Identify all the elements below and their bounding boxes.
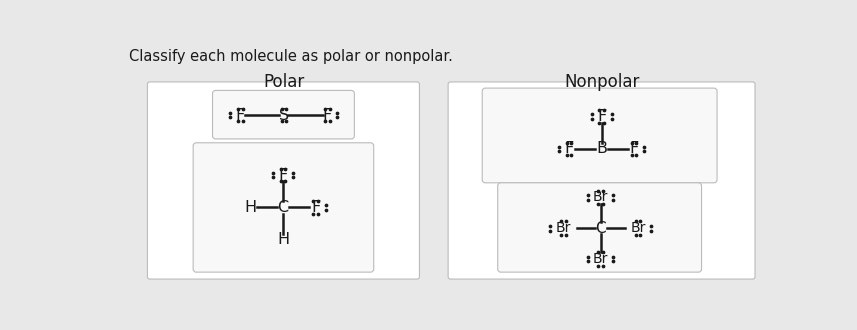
FancyBboxPatch shape <box>213 90 354 139</box>
Text: S: S <box>279 108 289 122</box>
Text: Br: Br <box>630 221 645 235</box>
FancyBboxPatch shape <box>482 88 717 183</box>
Text: B: B <box>596 142 607 156</box>
Text: F: F <box>236 108 245 122</box>
Text: Nonpolar: Nonpolar <box>564 74 639 91</box>
FancyBboxPatch shape <box>498 183 702 272</box>
Text: H: H <box>244 200 256 215</box>
Text: Classify each molecule as polar or nonpolar.: Classify each molecule as polar or nonpo… <box>129 49 452 64</box>
Text: C: C <box>278 200 289 215</box>
Text: H: H <box>277 232 289 247</box>
Text: F: F <box>565 142 573 156</box>
Text: Br: Br <box>593 252 608 266</box>
FancyBboxPatch shape <box>193 143 374 272</box>
FancyBboxPatch shape <box>147 82 419 279</box>
FancyBboxPatch shape <box>448 82 755 279</box>
Text: F: F <box>279 168 288 182</box>
Text: F: F <box>322 108 332 122</box>
Text: C: C <box>596 221 606 236</box>
Text: Br: Br <box>556 221 572 235</box>
Text: Br: Br <box>593 190 608 205</box>
Text: F: F <box>597 109 606 124</box>
Text: Polar: Polar <box>263 74 304 91</box>
Text: F: F <box>311 200 321 215</box>
Text: F: F <box>630 142 638 156</box>
